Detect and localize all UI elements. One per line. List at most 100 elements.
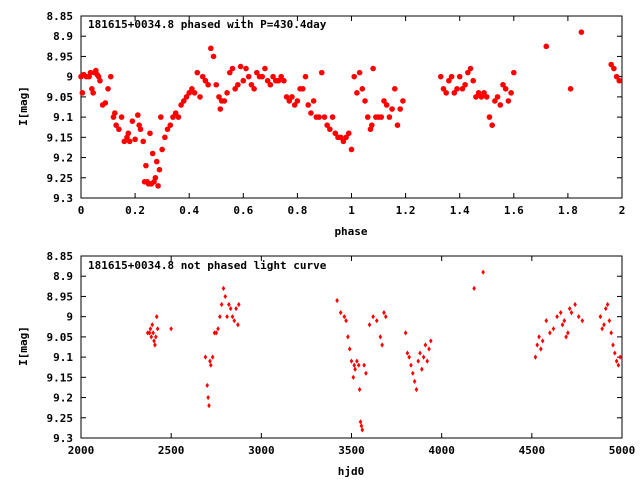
top-chart-data-point [129, 118, 136, 124]
top-chart-phased: 181615+0034.8 phased with P=430.4day pha… [17, 10, 625, 238]
bottom-chart-data-point [539, 346, 543, 352]
top-chart-data-point [492, 98, 498, 104]
top-chart-data-point [343, 134, 349, 141]
top-chart-data-point [121, 138, 128, 145]
bottom-chart-data-point [472, 285, 476, 291]
bottom-chart-data-point [607, 318, 612, 324]
top-chart-data-point [459, 86, 466, 92]
bottom-chart-data-point [558, 310, 563, 316]
bottom-chart-data-point [209, 362, 213, 368]
bottom-chart-data-point [616, 362, 621, 368]
top-chart-xlabel: phase [334, 225, 367, 238]
bottom-chart-data-point [362, 362, 366, 368]
bottom-chart-data-point [618, 354, 622, 360]
top-chart-data-point [467, 65, 474, 72]
top-chart-data-point [125, 130, 132, 137]
top-chart-x-tick-label: 1.4 [450, 204, 470, 217]
bottom-chart-data-point [203, 354, 208, 360]
top-chart-data-point [567, 86, 574, 92]
top-chart-data-point [337, 134, 344, 141]
top-chart-data-point [178, 102, 184, 108]
top-chart-data-point [316, 114, 322, 120]
bottom-chart-data-point [214, 330, 219, 336]
bottom-chart-data-point [614, 358, 619, 364]
bottom-chart-data-point [154, 314, 159, 320]
top-chart-data-point [310, 98, 317, 104]
bottom-chart-data-point [338, 310, 343, 316]
top-chart-data-point [381, 98, 387, 104]
top-chart-data-point [102, 100, 109, 106]
bottom-chart-data-point [367, 322, 372, 328]
top-chart-y-tick-label: 9.25 [47, 172, 74, 185]
top-chart-x-tick-label: 2 [619, 204, 626, 217]
bottom-chart-unphased: 181615+0034.8 not phased light curve hjd… [17, 250, 635, 478]
top-chart-data-point [254, 69, 260, 76]
bottom-chart-data-point [152, 338, 156, 344]
top-chart-data-point [126, 138, 133, 145]
bottom-chart-data-point [609, 330, 613, 336]
bottom-chart-y-tick-label: 9.3 [53, 432, 73, 445]
top-chart-data-point [332, 130, 339, 137]
top-chart-data-point [616, 77, 623, 84]
top-chart-data-point [437, 73, 444, 80]
top-chart-data-point [478, 94, 485, 100]
bottom-chart-data-point [576, 314, 581, 320]
bottom-chart-data-point [533, 354, 538, 360]
bottom-chart-data-point [210, 354, 215, 360]
top-chart-data-point [440, 86, 447, 92]
top-chart-plot-frame [80, 15, 623, 199]
bottom-chart-data-point [230, 314, 235, 320]
top-chart-data-point [289, 94, 295, 100]
bottom-chart-data-point [228, 305, 233, 312]
bottom-chart-data-point [412, 378, 417, 384]
bottom-chart-data-point [346, 334, 350, 340]
top-chart-data-point [497, 102, 504, 108]
bottom-chart-data-point [427, 346, 431, 352]
bottom-chart-data-point [380, 342, 384, 348]
bottom-chart-data-point [603, 305, 608, 312]
top-chart-title: 181615+0034.8 phased with P=430.4day [88, 18, 327, 31]
bottom-chart-data-point [219, 301, 224, 308]
top-chart-data-point [205, 81, 211, 88]
top-chart-data-point [364, 114, 371, 120]
top-chart-x-tick-label: 1.2 [396, 204, 416, 217]
top-chart-y-tick-label: 8.9 [53, 30, 73, 43]
top-chart-data-point [140, 138, 147, 145]
top-chart-x-tick-label: 0.4 [179, 204, 199, 217]
top-chart-data-point [486, 114, 493, 120]
top-chart-data-point [202, 77, 209, 84]
top-chart-data-point [79, 90, 86, 96]
top-chart-data-point [308, 110, 314, 116]
top-chart-data-point [189, 86, 195, 92]
top-chart-data-point [345, 130, 352, 137]
bottom-chart-data-point [407, 354, 412, 360]
bottom-chart-data-point [208, 358, 212, 364]
top-chart-data-point [116, 126, 122, 133]
bottom-chart-data-point [357, 386, 362, 393]
top-chart-data-point [262, 65, 268, 72]
bottom-chart-data-point [358, 419, 363, 425]
top-chart-data-point [456, 73, 463, 80]
top-chart-y-tick-label: 9.15 [47, 131, 74, 144]
bottom-chart-data-point [405, 350, 410, 356]
top-chart-data-point [543, 43, 550, 50]
top-chart-data-point [107, 73, 114, 80]
top-chart-x-tick-label: 1.8 [558, 204, 578, 217]
top-chart-data-point [143, 162, 149, 169]
top-chart-data-point [191, 90, 198, 96]
bottom-chart-data-point [225, 314, 229, 320]
bottom-chart-data-point [378, 334, 383, 340]
bottom-chart-data-point [349, 358, 354, 364]
bottom-chart-data-point [551, 326, 556, 332]
top-chart-data-point [362, 98, 368, 104]
top-chart-x-tick-label: 0.2 [125, 204, 145, 217]
bottom-chart-data-point [548, 330, 552, 336]
top-chart-data-point [386, 114, 393, 120]
top-chart-data-point [172, 110, 179, 116]
bottom-chart-data-point [364, 370, 368, 376]
bottom-chart-x-tick-label: 3000 [248, 444, 275, 457]
bottom-chart-y-tick-label: 9.05 [47, 331, 74, 344]
bottom-chart-y-tick-label: 9.2 [53, 392, 73, 405]
bottom-chart-data-point [155, 326, 160, 332]
top-chart-data-point [462, 81, 468, 88]
